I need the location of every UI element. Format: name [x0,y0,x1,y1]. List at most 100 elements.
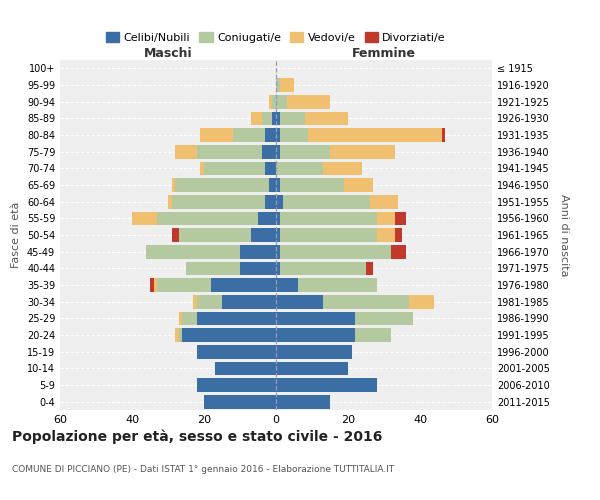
Bar [355,312,413,325]
Bar [172,195,265,208]
Bar [265,162,276,175]
Bar [276,362,348,375]
Bar [175,328,179,342]
Bar [276,212,280,225]
Bar [262,112,272,125]
Bar [172,228,179,242]
Bar [276,195,283,208]
Bar [370,195,398,208]
Bar [280,128,308,142]
Bar [233,128,265,142]
Bar [280,245,391,258]
Bar [280,212,377,225]
Bar [305,112,348,125]
Bar [182,312,197,325]
Bar [355,328,391,342]
Bar [132,212,157,225]
Bar [204,162,265,175]
Bar [276,245,280,258]
Legend: Celibi/Nubili, Coniugati/e, Vedovi/e, Divorziati/e: Celibi/Nubili, Coniugati/e, Vedovi/e, Di… [101,28,451,48]
Bar [330,145,395,158]
Bar [172,178,175,192]
Bar [409,295,434,308]
Bar [323,162,362,175]
Bar [150,278,154,292]
Bar [204,395,276,408]
Bar [146,245,240,258]
Bar [276,345,352,358]
Bar [175,145,197,158]
Bar [197,145,262,158]
Bar [276,328,355,342]
Bar [276,262,280,275]
Bar [377,228,395,242]
Text: COMUNE DI PICCIANO (PE) - Dati ISTAT 1° gennaio 2016 - Elaborazione TUTTITALIA.I: COMUNE DI PICCIANO (PE) - Dati ISTAT 1° … [12,465,394,474]
Bar [154,278,157,292]
Bar [197,312,276,325]
Bar [276,145,280,158]
Bar [366,262,373,275]
Bar [265,195,276,208]
Bar [157,278,211,292]
Bar [287,95,330,108]
Bar [276,128,280,142]
Bar [197,295,222,308]
Bar [240,245,276,258]
Bar [251,112,262,125]
Bar [308,128,442,142]
Bar [200,128,233,142]
Text: Popolazione per età, sesso e stato civile - 2016: Popolazione per età, sesso e stato civil… [12,430,382,444]
Bar [280,262,366,275]
Bar [175,178,269,192]
Text: Maschi: Maschi [143,47,193,60]
Bar [179,328,182,342]
Bar [276,78,280,92]
Bar [276,162,323,175]
Bar [276,378,377,392]
Bar [280,178,344,192]
Y-axis label: Anni di nascita: Anni di nascita [559,194,569,276]
Bar [258,212,276,225]
Bar [186,262,240,275]
Bar [240,262,276,275]
Bar [179,312,182,325]
Bar [395,212,406,225]
Bar [211,278,276,292]
Bar [276,312,355,325]
Bar [276,395,330,408]
Bar [280,228,377,242]
Bar [298,278,377,292]
Bar [276,178,280,192]
Bar [157,212,258,225]
Bar [276,278,298,292]
Bar [197,378,276,392]
Bar [280,112,305,125]
Bar [276,228,280,242]
Bar [377,212,395,225]
Bar [222,295,276,308]
Bar [269,95,272,108]
Bar [276,295,323,308]
Bar [442,128,445,142]
Bar [272,95,276,108]
Bar [276,112,280,125]
Bar [323,295,409,308]
Bar [265,128,276,142]
Bar [276,95,287,108]
Bar [197,345,276,358]
Bar [395,228,402,242]
Bar [283,195,370,208]
Text: Femmine: Femmine [352,47,416,60]
Bar [344,178,373,192]
Bar [280,145,330,158]
Bar [262,145,276,158]
Y-axis label: Fasce di età: Fasce di età [11,202,21,268]
Bar [280,78,294,92]
Bar [269,178,276,192]
Bar [215,362,276,375]
Bar [200,162,204,175]
Bar [179,228,251,242]
Bar [251,228,276,242]
Bar [272,112,276,125]
Bar [168,195,172,208]
